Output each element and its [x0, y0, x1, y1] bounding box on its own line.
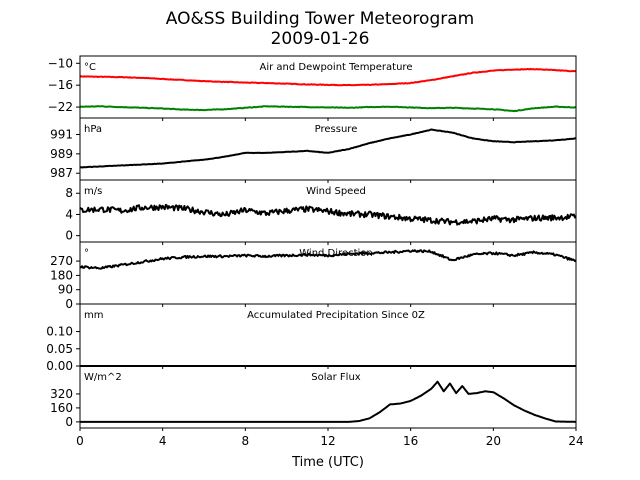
ytick-label-1-0: 991 [50, 127, 73, 141]
xtick-label-4: 16 [403, 434, 418, 448]
ytick-label-5-2: 0 [65, 415, 73, 429]
ytick-label-0-2: −22 [48, 100, 73, 114]
ytick-label-0-0: −10 [48, 56, 73, 70]
panel-stack: −10 −16 −22 °C Air and Dewpoint Temperature 9… [46, 55, 577, 431]
xtick-label-1: 4 [159, 434, 167, 448]
panel-title-3: Wind Direction [299, 248, 373, 259]
panel-title-4: Accumulated Precipitation Since 0Z [247, 310, 425, 321]
panel-unit-3: ° [84, 248, 89, 259]
xtick-label-0: 0 [76, 434, 84, 448]
panel-title-2: Wind Speed [306, 186, 366, 197]
panel-unit-0: °C [84, 62, 96, 73]
series-line-1-0 [79, 128, 576, 169]
panel-unit-1: hPa [84, 124, 102, 135]
figure-date: 2009-01-26 [271, 29, 370, 49]
ytick-label-3-0: 270 [50, 254, 73, 268]
panel-title-0: Air and Dewpoint Temperature [260, 62, 413, 73]
xtick-label-2: 8 [242, 434, 250, 448]
panel-0: −10 −16 −22 °C Air and Dewpoint Temperature [48, 55, 577, 121]
panel-unit-5: W/m^2 [84, 372, 122, 383]
figure-title: AO&SS Building Tower Meteorogram [166, 9, 474, 29]
time-axis: 0 4 8 12 16 20 24 [76, 434, 583, 448]
ytick-label-3-2: 90 [58, 283, 73, 297]
ytick-label-5-1: 160 [50, 401, 73, 415]
panel-2: 8 4 0 m/s Wind Speed [65, 179, 577, 245]
ytick-label-1-2: 987 [50, 166, 73, 180]
series-line-2-0 [79, 203, 577, 226]
ytick-label-2-2: 0 [65, 229, 73, 243]
ytick-label-4-1: 0.05 [46, 342, 73, 356]
panel-title-1: Pressure [315, 124, 358, 135]
panel-unit-4: mm [84, 310, 103, 321]
panel-1: 991 989 987 hPa Pressure [50, 117, 577, 183]
panel-title-5: Solar Flux [311, 372, 361, 383]
ytick-label-2-0: 8 [65, 186, 73, 200]
series-line-0-0 [79, 67, 576, 87]
ytick-label-5-0: 320 [50, 387, 73, 401]
ytick-label-0-1: −16 [48, 78, 73, 92]
ytick-label-2-1: 4 [65, 207, 73, 221]
xtick-label-3: 12 [320, 434, 335, 448]
ytick-label-3-1: 180 [50, 268, 73, 282]
panel-4: 0.10 0.05 0.00 mm Accumulated Precipitation … [46, 303, 577, 373]
series-line-0-1 [79, 105, 577, 113]
xtick-label-5: 20 [486, 434, 501, 448]
xtick-label-6: 24 [568, 434, 583, 448]
panel-unit-2: m/s [84, 186, 102, 197]
ytick-label-4-0: 0.10 [46, 325, 73, 339]
ytick-label-3-3: 0 [65, 297, 73, 311]
series-line-5-0 [80, 380, 576, 423]
ytick-label-4-2: 0.00 [46, 359, 73, 373]
x-axis-label: Time (UTC) [291, 455, 364, 470]
ytick-label-1-1: 989 [50, 147, 73, 161]
series-line-3-0 [79, 249, 577, 270]
